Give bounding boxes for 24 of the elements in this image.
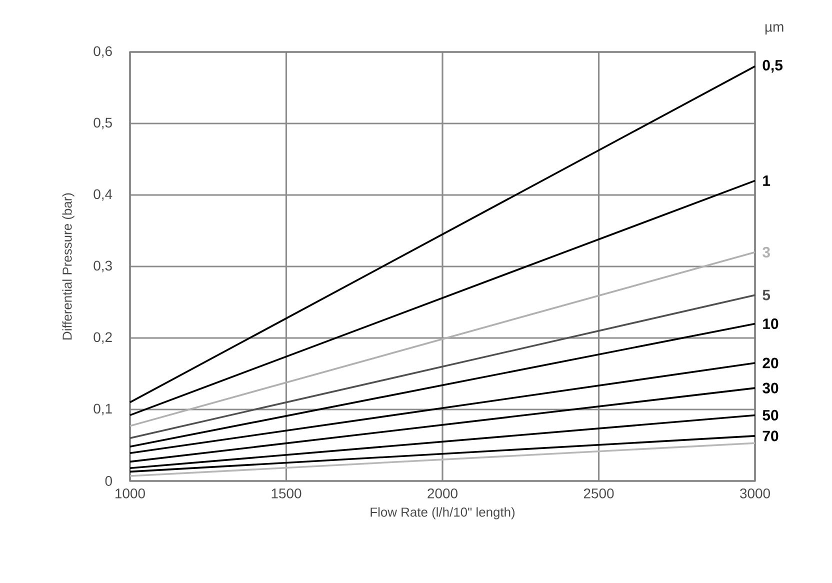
x-axis-title: Flow Rate (l/h/10" length)	[370, 507, 515, 520]
y-tick-label: 0	[105, 476, 112, 486]
y-tick-label: 0,6	[94, 46, 112, 58]
series-label: 5	[762, 290, 770, 300]
y-tick-label: 0,2	[94, 332, 112, 344]
y-axis-title: Differential Pressure (bar)	[62, 193, 74, 340]
series-label: 50	[762, 410, 778, 421]
series-label: 30	[762, 382, 778, 394]
x-tick-label: 2500	[584, 488, 614, 498]
x-tick-label: 1500	[272, 488, 302, 498]
series-label: 1	[763, 176, 770, 186]
x-tick-label: 2000	[428, 488, 458, 498]
y-tick-label: 0,1	[94, 404, 112, 416]
x-tick-label: 1000	[116, 488, 145, 498]
series-label: 10	[763, 318, 778, 329]
series-label: 0,5	[762, 60, 783, 73]
y-tick-label: 0,4	[94, 189, 112, 201]
y-tick-label: 0,3	[94, 260, 112, 272]
series-label: 70	[762, 430, 778, 442]
series-label: 3	[762, 246, 770, 258]
series-label: 20	[762, 358, 778, 368]
y-tick-label: 0,5	[94, 118, 112, 130]
x-tick-label: 3000	[740, 488, 770, 498]
legend-title: µm	[765, 24, 784, 35]
